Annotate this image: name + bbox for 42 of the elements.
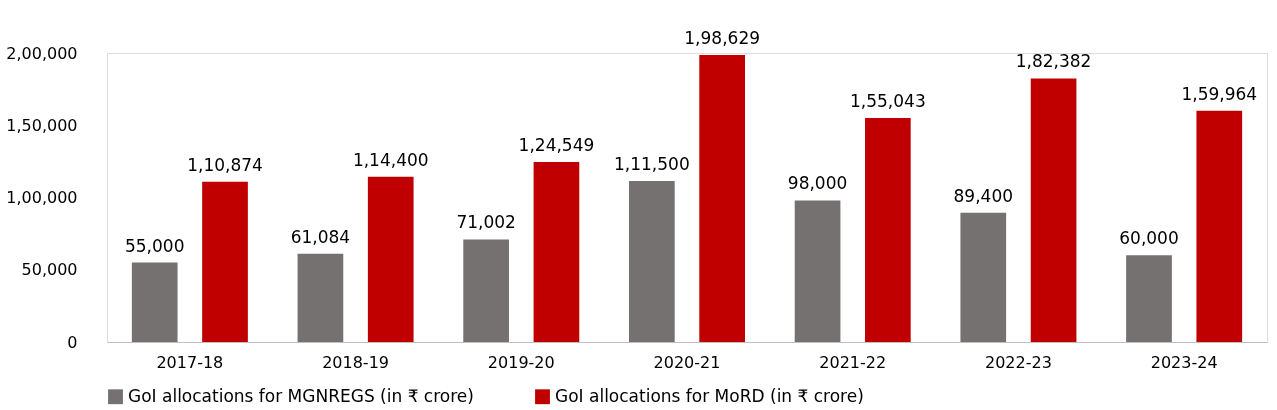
bar (699, 54, 745, 342)
data-label: 71,002 (456, 212, 516, 233)
data-label: 60,000 (1119, 228, 1179, 249)
x-tick-label: 2023-24 (1150, 352, 1218, 372)
y-tick-label: 2,00,000 (6, 43, 78, 63)
bar (1196, 110, 1243, 342)
bar (1126, 255, 1172, 342)
y-tick-label: 1,50,000 (6, 115, 78, 135)
bar (865, 117, 911, 342)
data-label: 55,000 (124, 235, 185, 256)
bar (960, 212, 1007, 342)
x-tick-label: 2018-19 (322, 352, 389, 372)
data-label: 89,400 (953, 185, 1014, 206)
data-label: 1,11,500 (614, 153, 690, 174)
data-label: 1,82,382 (1015, 51, 1092, 72)
legend-label: GoI allocations for MoRD (in ₹ crore) (555, 385, 864, 406)
x-tick-label: 2017-18 (156, 352, 224, 372)
data-label: 1,24,549 (518, 135, 595, 156)
data-label: 1,10,874 (187, 154, 263, 175)
bar (629, 180, 675, 342)
bar (367, 176, 414, 342)
bar (202, 181, 248, 342)
x-tick-label: 2019-20 (487, 352, 555, 372)
data-label: 1,14,400 (352, 149, 429, 170)
bar (463, 239, 509, 342)
legend-label: GoI allocations for MGNREGS (in ₹ crore) (128, 385, 474, 406)
bar (131, 262, 178, 342)
y-tick-label: 50,000 (21, 260, 78, 280)
bar (1030, 78, 1077, 342)
y-tick-label: 0 (67, 332, 78, 352)
data-label: 98,000 (787, 173, 848, 194)
bar (533, 162, 580, 342)
data-label: 1,98,629 (684, 27, 760, 48)
x-tick-label: 2020-21 (653, 352, 721, 372)
y-tick-label: 1,00,000 (6, 188, 78, 207)
data-label: 1,55,043 (850, 90, 926, 111)
x-tick-label: 2022-23 (985, 352, 1052, 372)
x-tick-label: 2021-22 (819, 352, 887, 372)
bar (794, 200, 841, 342)
bar (297, 253, 344, 342)
data-label: 1,59,964 (1181, 83, 1258, 104)
data-label: 61,084 (290, 226, 351, 247)
